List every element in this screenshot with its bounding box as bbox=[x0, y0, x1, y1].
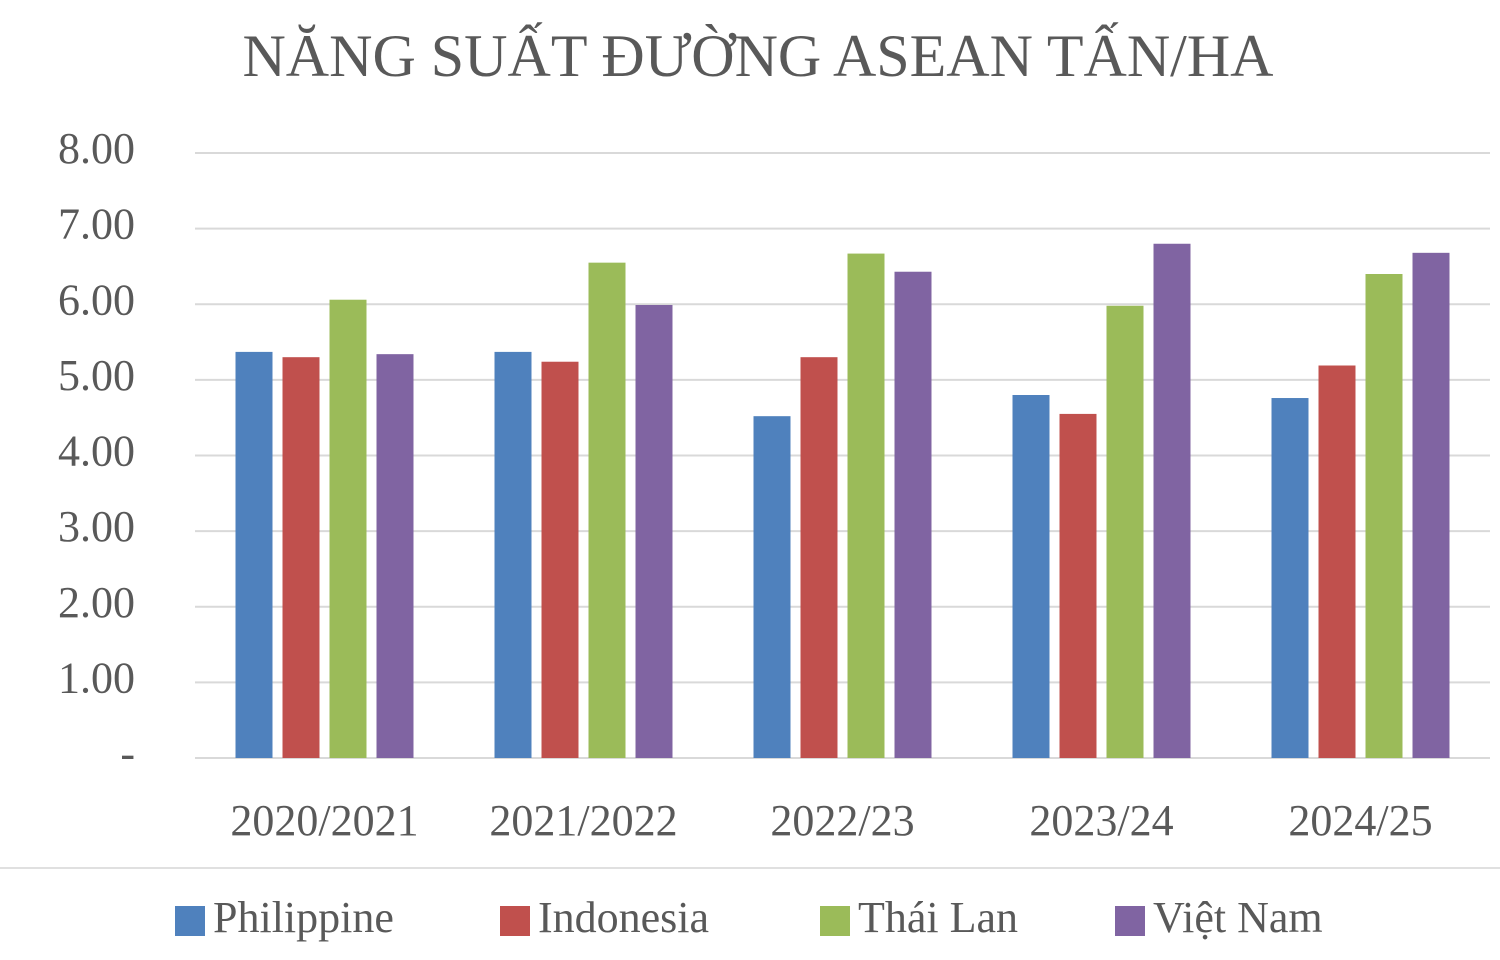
bar bbox=[1365, 274, 1403, 758]
y-tick-label: - bbox=[120, 729, 135, 778]
bar bbox=[1153, 243, 1191, 758]
y-tick-label: 1.00 bbox=[58, 653, 135, 702]
bar bbox=[635, 305, 673, 758]
y-tick-label: 5.00 bbox=[58, 351, 135, 400]
x-tick-label: 2020/2021 bbox=[230, 796, 418, 845]
legend-swatch bbox=[820, 906, 850, 936]
x-tick-label: 2023/24 bbox=[1029, 796, 1173, 845]
legend-label: Việt Nam bbox=[1153, 893, 1323, 942]
legend-label: Thái Lan bbox=[858, 893, 1018, 942]
legend-swatch bbox=[500, 906, 530, 936]
y-tick-label: 3.00 bbox=[58, 502, 135, 551]
y-tick-label: 7.00 bbox=[58, 200, 135, 249]
bar bbox=[1318, 365, 1356, 758]
bar bbox=[1106, 305, 1144, 758]
x-tick-label: 2021/2022 bbox=[489, 796, 677, 845]
bar bbox=[1059, 413, 1097, 758]
bar bbox=[541, 361, 579, 758]
y-tick-label: 6.00 bbox=[58, 275, 135, 324]
bar bbox=[282, 357, 320, 758]
bar bbox=[800, 357, 838, 758]
bar bbox=[376, 354, 414, 758]
bar bbox=[494, 351, 532, 758]
bar bbox=[1012, 395, 1050, 758]
bar bbox=[753, 416, 791, 758]
y-tick-label: 8.00 bbox=[58, 124, 135, 173]
bar bbox=[894, 271, 932, 758]
x-tick-label: 2022/23 bbox=[770, 796, 914, 845]
chart-title: NĂNG SUẤT ĐƯỜNG ASEAN TẤN/HA bbox=[242, 23, 1273, 89]
bar bbox=[847, 253, 885, 759]
y-tick-label: 2.00 bbox=[58, 578, 135, 627]
legend-swatch bbox=[1115, 906, 1145, 936]
legend-swatch bbox=[175, 906, 205, 936]
bar bbox=[1271, 398, 1309, 758]
legend-label: Indonesia bbox=[538, 893, 709, 942]
y-tick-label: 4.00 bbox=[58, 427, 135, 476]
legend-label: Philippine bbox=[213, 893, 394, 942]
bar bbox=[1412, 252, 1450, 758]
bar bbox=[235, 351, 273, 758]
bar bbox=[329, 299, 367, 758]
x-tick-label: 2024/25 bbox=[1288, 796, 1432, 845]
bar bbox=[588, 262, 626, 758]
